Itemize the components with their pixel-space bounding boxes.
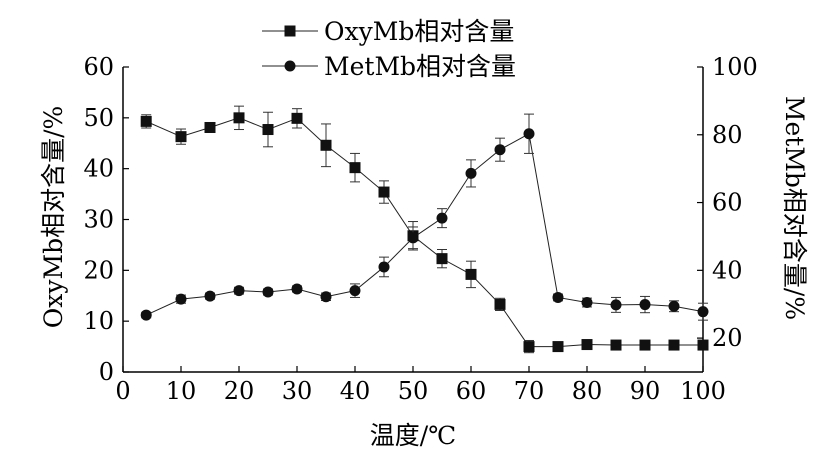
series-line (145, 132, 704, 316)
x-tick-label: 50 (398, 377, 429, 405)
x-tick-label: 100 (680, 377, 726, 405)
y-right-tick-label: 100 (712, 53, 758, 81)
x-tick-label: 90 (630, 377, 661, 405)
data-point-square (349, 162, 361, 174)
data-point-circle (407, 232, 419, 244)
legend-label: OxyMb相对含量 (324, 17, 514, 46)
data-point-circle (262, 286, 274, 298)
y-left-tick-label: 0 (99, 358, 114, 386)
data-point-square (204, 121, 216, 133)
series-2 (140, 113, 709, 321)
x-tick-label: 30 (282, 377, 313, 405)
data-point-square (581, 339, 593, 351)
x-tick-label: 0 (115, 377, 130, 405)
x-tick-label: 60 (456, 377, 487, 405)
legend-marker-circle (284, 60, 296, 72)
data-point-circle (291, 283, 303, 295)
data-point-square (465, 268, 477, 280)
y-left-tick-label: 40 (83, 155, 114, 183)
x-tick-label: 70 (514, 377, 545, 405)
data-point-square (610, 339, 622, 351)
data-point-circle (697, 306, 709, 318)
y-left-tick-label: 10 (83, 307, 114, 335)
legend-label: MetMb相对含量 (324, 52, 516, 81)
data-point-circle (581, 297, 593, 309)
y-left-tick-label: 20 (83, 256, 114, 284)
data-point-square (140, 115, 152, 127)
data-point-circle (610, 299, 622, 311)
data-point-square (436, 253, 448, 265)
x-tick-label: 20 (224, 377, 255, 405)
data-point-square (233, 112, 245, 124)
data-point-circle (204, 290, 216, 302)
data-point-circle (233, 285, 245, 297)
axes: 0 10 20 30 40 50 60 70 80 90 100 0 10 20 30 40 50 60 20 40 6… (83, 53, 757, 405)
y-axis-right-label: MetMb相对含量/% (780, 96, 809, 320)
data-point-square (262, 124, 274, 136)
data-point-circle (668, 300, 680, 312)
y-right-tick-label: 40 (712, 256, 743, 284)
x-tick-label: 40 (340, 377, 371, 405)
data-point-square (697, 339, 709, 351)
data-point-square (291, 112, 303, 124)
legend-marker-square (284, 25, 296, 37)
y-right-tick-label: 60 (712, 189, 743, 217)
data-point-circle (465, 167, 477, 179)
data-point-square (494, 298, 506, 310)
data-point-square (175, 131, 187, 143)
data-point-circle (349, 285, 361, 297)
data-point-circle (639, 299, 651, 311)
series-layer (140, 105, 709, 354)
legend-item-2: MetMb相对含量 (262, 52, 516, 81)
y-left-tick-label: 50 (83, 104, 114, 132)
data-point-circle (552, 291, 564, 303)
data-point-square (668, 339, 680, 351)
data-point-square (320, 139, 332, 151)
data-point-square (378, 186, 390, 198)
data-point-circle (378, 261, 390, 273)
y-right-tick-label: 80 (712, 121, 743, 149)
data-point-square (552, 341, 564, 353)
data-point-circle (494, 144, 506, 156)
legend-item-1: OxyMb相对含量 (262, 17, 514, 46)
y-right-tick-label: 20 (712, 324, 743, 352)
y-axis-left-label: OxyMb相对含量/% (39, 106, 68, 329)
legend: OxyMb相对含量 MetMb相对含量 (262, 17, 516, 81)
y-left-tick-label: 30 (83, 206, 114, 234)
data-point-square (523, 341, 535, 353)
data-point-circle (175, 293, 187, 305)
data-point-circle (436, 212, 448, 224)
x-axis-label: 温度/℃ (370, 421, 456, 450)
data-point-circle (140, 309, 152, 321)
data-point-circle (320, 291, 332, 303)
y-left-tick-label: 60 (83, 53, 114, 81)
data-point-square (639, 339, 651, 351)
x-tick-label: 80 (572, 377, 603, 405)
x-tick-label: 10 (166, 377, 197, 405)
data-point-circle (523, 128, 535, 140)
